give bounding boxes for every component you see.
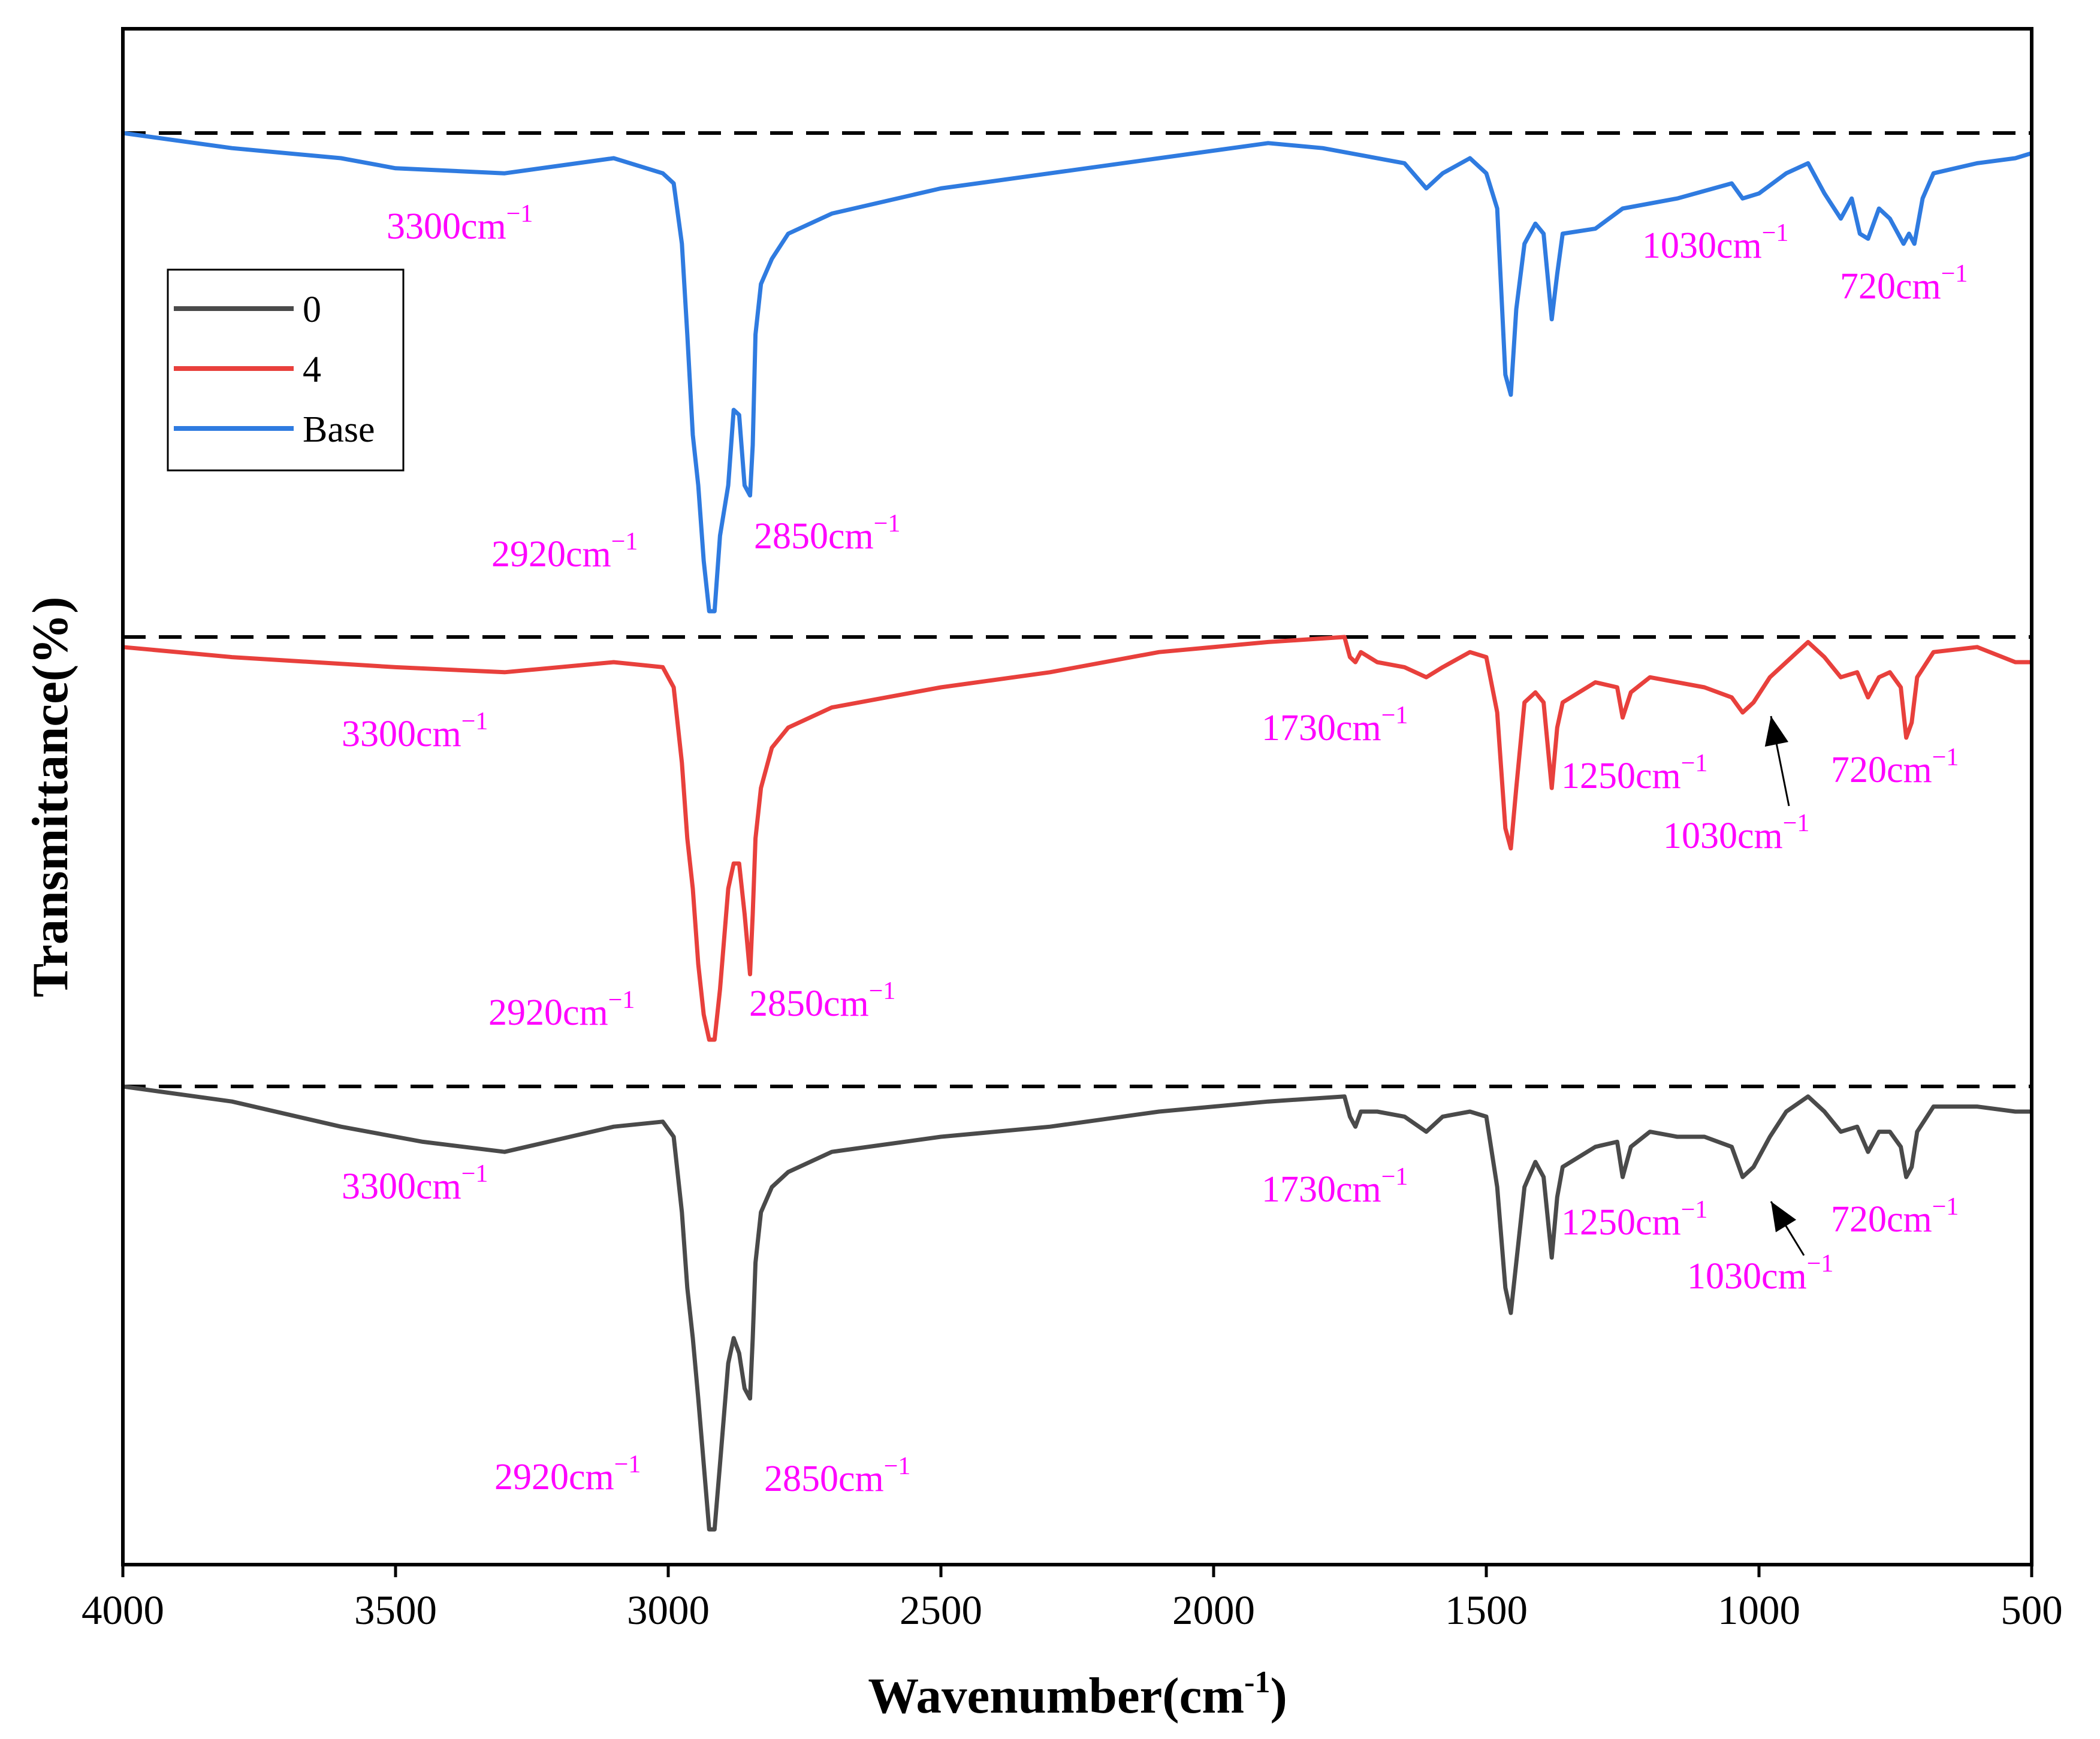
series-line-0 (122, 1084, 2032, 1532)
annotation-0-2920: 2920cm−1 (494, 1451, 641, 1498)
annotation-0-2850: 2850cm−1 (764, 1453, 910, 1499)
annotation-4-2850: 2850cm−1 (749, 977, 895, 1024)
annotation-0-1030: 1030cm−1 (1687, 1250, 1833, 1297)
x-tick-label-3000: 3000 (627, 1587, 710, 1633)
annotation-4-1030: 1030cm−1 (1663, 810, 1809, 856)
annotation-Base-1030: 1030cm−1 (1642, 219, 1788, 266)
annotation-Base-2850: 2850cm−1 (754, 510, 900, 557)
legend-label-0: 0 (303, 289, 321, 330)
annotation-0-720: 720cm−1 (1831, 1193, 1959, 1240)
annotation-4-1250: 1250cm−1 (1561, 750, 1707, 796)
series-line-Base (122, 131, 2033, 614)
annotation-Base-3300: 3300cm−1 (387, 200, 533, 247)
x-tick-label-2500: 2500 (900, 1587, 982, 1633)
annotation-4-2920: 2920cm−1 (488, 986, 635, 1033)
x-tick-label-1000: 1000 (1718, 1587, 1800, 1633)
legend: 0 4 Base (167, 268, 405, 472)
arrowhead-1030-1 (1771, 1201, 1797, 1233)
series-line-4 (122, 635, 2032, 1042)
annotation-4-1730: 1730cm−1 (1262, 702, 1408, 748)
annotation-group: 3300cm−1 2920cm−1 2850cm−1 1730cm−1 1250cm−1… (342, 200, 1968, 1499)
arrowhead-1030-0 (1764, 716, 1789, 747)
x-axis: 4000 3500 3000 2500 2000 1500 1000 500 (82, 1565, 2063, 1633)
annotation-0-3300: 3300cm−1 (342, 1160, 488, 1207)
y-axis-title: Transmittance(%) (22, 597, 79, 998)
annotation-0-1250: 1250cm−1 (1561, 1196, 1707, 1243)
annotation-Base-2920: 2920cm−1 (491, 528, 638, 575)
x-axis-title: Wavenumber(cm-1) (868, 1665, 1287, 1724)
reference-lines (123, 131, 2032, 1088)
x-tick-label-500: 500 (2001, 1587, 2063, 1633)
annotation-4-3300: 3300cm−1 (342, 708, 488, 754)
x-tick-label-1500: 1500 (1445, 1587, 1528, 1633)
annotation-4-720: 720cm−1 (1831, 744, 1959, 790)
plot-frame (121, 27, 2033, 1566)
x-tick-label-4000: 4000 (82, 1587, 164, 1633)
annotation-0-1730: 1730cm−1 (1262, 1163, 1408, 1210)
series-group (122, 131, 2033, 1532)
legend-label-4: 4 (303, 349, 321, 390)
x-tick-label-3500: 3500 (354, 1587, 437, 1633)
legend-label-Base: Base (303, 409, 375, 450)
annotation-Base-720: 720cm−1 (1840, 260, 1968, 307)
x-tick-label-2000: 2000 (1172, 1587, 1255, 1633)
